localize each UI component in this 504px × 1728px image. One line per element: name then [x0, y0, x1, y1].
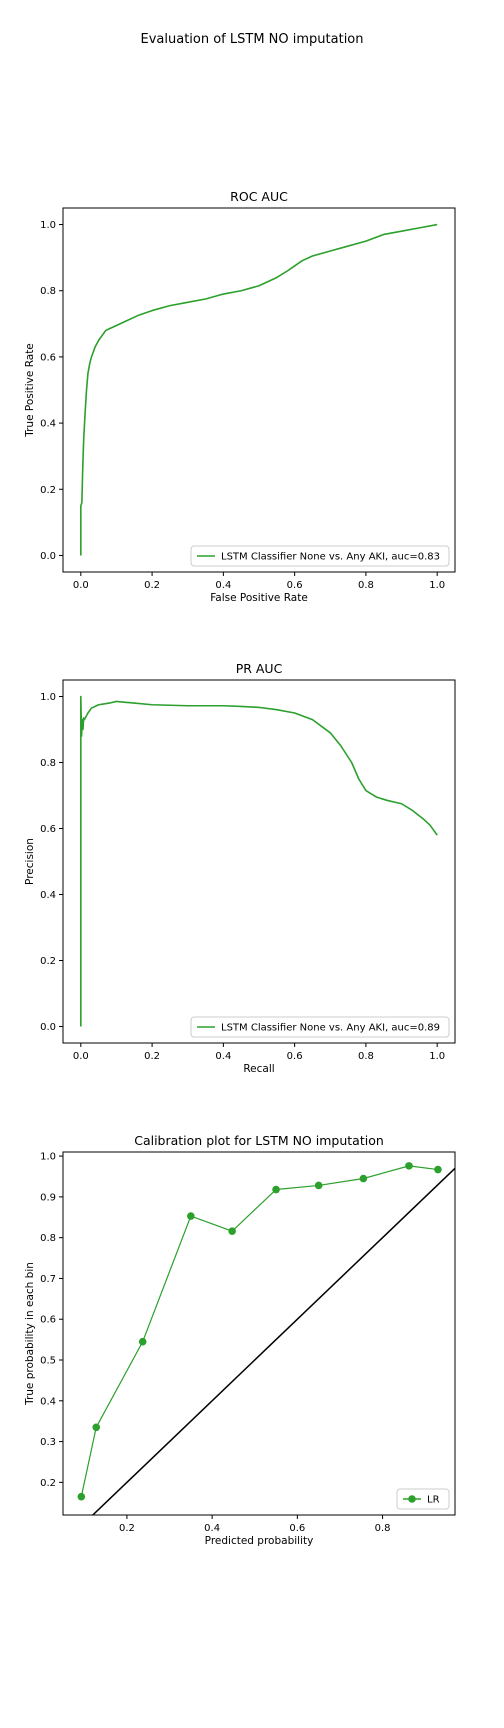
chart-panel-1: ROC AUC 0.0 0.2 0.4 0.6 0.8 1.0 0.0 0.2 0.4 0.6 0.8… — [24, 189, 456, 604]
y-tick-label: 0.2 — [40, 1478, 56, 1489]
data-point — [187, 1212, 195, 1220]
data-point — [272, 1185, 280, 1194]
y-tick-label: 0.7 — [40, 1274, 56, 1285]
y-tick-label: 0.4 — [40, 1396, 56, 1407]
x-tick-label: 0.8 — [358, 580, 374, 591]
y-tick-label: 0.2 — [40, 956, 56, 967]
data-point — [228, 1227, 236, 1235]
figure-suptitle: Evaluation of LSTM NO imputation — [140, 32, 364, 47]
x-tick-label: 0.0 — [73, 580, 89, 591]
data-point — [359, 1174, 368, 1183]
plot-frame — [62, 1151, 456, 1516]
y-tick-label: 0.6 — [40, 352, 56, 363]
series-line-1 — [80, 1165, 439, 1497]
y-tick-label: 0.2 — [40, 485, 56, 496]
x-tick-label: 0.6 — [289, 1523, 305, 1534]
legend-label: LSTM Classifier None vs. Any AKI, auc=0.… — [221, 552, 440, 563]
x-tick-label: 0.6 — [287, 1051, 303, 1062]
x-tick-label: 0.8 — [375, 1523, 391, 1534]
series-line-1 — [80, 695, 438, 1027]
plot-frame — [62, 207, 456, 573]
x-tick-label: 0.4 — [215, 1051, 231, 1062]
y-tick-label: 1.0 — [40, 692, 56, 703]
legend-box — [190, 1016, 450, 1038]
x-tick-label: 0.4 — [215, 580, 231, 591]
x-axis-label: False Positive Rate — [210, 592, 308, 604]
x-tick-label: 0.2 — [144, 580, 160, 591]
series-line-1 — [80, 223, 438, 556]
chart-title: PR AUC — [236, 661, 283, 676]
y-tick-label: 0.5 — [40, 1356, 56, 1367]
data-point — [314, 1181, 323, 1190]
y-tick-label: 0.0 — [40, 1022, 56, 1033]
x-axis-label: Recall — [243, 1063, 274, 1075]
x-tick-label: 1.0 — [429, 580, 445, 591]
x-tick-label: 0.8 — [358, 1051, 374, 1062]
y-tick-label: 1.0 — [40, 1152, 56, 1163]
y-tick-label: 0.6 — [40, 824, 56, 835]
chart-title: ROC AUC — [230, 189, 288, 204]
legend-label: LR — [427, 1495, 440, 1506]
y-tick-label: 0.4 — [40, 419, 56, 430]
x-tick-label: 0.6 — [287, 580, 303, 591]
y-tick-label: 0.9 — [40, 1192, 56, 1203]
y-axis-label: True probability in each bin — [24, 1262, 36, 1406]
legend-label: LSTM Classifier None vs. Any AKI, auc=0.… — [221, 1023, 440, 1034]
data-point — [138, 1337, 147, 1346]
data-point — [405, 1162, 413, 1170]
y-tick-label: 0.8 — [40, 286, 56, 297]
y-tick-label: 0.8 — [40, 1233, 56, 1244]
legend: LSTM Classifier None vs. Any AKI, auc=0.… — [190, 1016, 450, 1038]
plot-frame — [62, 679, 456, 1044]
x-tick-label: 0.2 — [119, 1523, 135, 1534]
y-tick-label: 0.3 — [40, 1437, 56, 1448]
y-axis-label: True Positive Rate — [24, 343, 36, 438]
legend-box — [190, 545, 450, 567]
x-tick-label: 0.0 — [73, 1051, 89, 1062]
x-tick-label: 0.4 — [204, 1523, 220, 1534]
x-axis-label: Predicted probability — [205, 1535, 314, 1547]
y-axis-label: Precision — [24, 838, 36, 885]
legend: LSTM Classifier None vs. Any AKI, auc=0.… — [190, 545, 450, 567]
data-point — [77, 1492, 86, 1501]
x-tick-label: 0.2 — [144, 1051, 160, 1062]
y-tick-label: 0.0 — [40, 551, 56, 562]
chart-panel-3: Calibration plot for LSTM NO imputation 0… — [24, 1133, 456, 1547]
y-tick-label: 0.6 — [40, 1315, 56, 1326]
y-tick-label: 1.0 — [40, 220, 56, 231]
data-point — [92, 1423, 101, 1432]
y-tick-label: 0.8 — [40, 758, 56, 769]
chart-title: Calibration plot for LSTM NO imputation — [134, 1133, 384, 1148]
reference-diagonal-line — [91, 1167, 455, 1515]
legend-box — [396, 1488, 450, 1510]
x-tick-label: 1.0 — [429, 1051, 445, 1062]
y-tick-label: 0.4 — [40, 890, 56, 901]
data-point — [434, 1165, 442, 1174]
chart-panel-2: PR AUC 0.0 0.2 0.4 0.6 0.8 1.0 0.0 0.2 0.4 0.6 0.8 1… — [24, 661, 456, 1075]
legend-marker-swatch — [408, 1495, 416, 1503]
legend: LR — [396, 1488, 450, 1510]
